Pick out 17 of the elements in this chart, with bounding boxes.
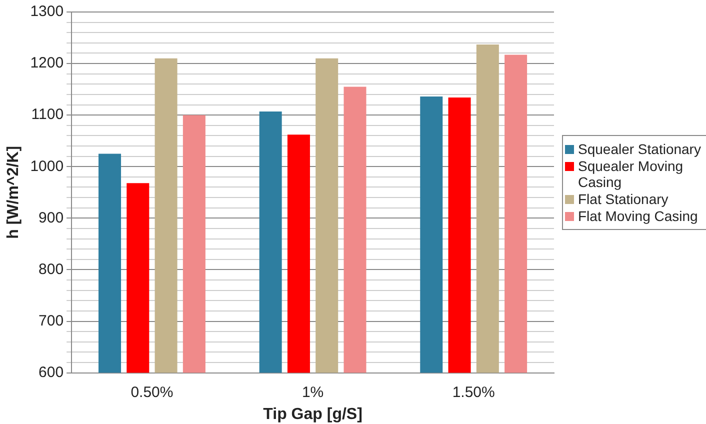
legend-label: Squealer Moving Casing (578, 158, 684, 190)
legend-label: Flat Stationary (578, 191, 668, 207)
y-tick-label: 1300 (30, 3, 64, 20)
y-tick-label: 600 (38, 364, 64, 381)
y-tick-label: 900 (38, 209, 64, 226)
y-axis-title: h [W/m^2/K] (5, 146, 22, 239)
y-tick-label: 800 (38, 260, 64, 278)
legend-label: Squealer Stationary (578, 141, 701, 157)
x-tick-label: 0.50% (130, 384, 174, 401)
y-tick-label: 1200 (30, 54, 64, 72)
legend-label: Flat Moving Casing (578, 208, 698, 224)
x-axis-title: Tip Gap [g/S] (263, 406, 362, 423)
y-tick-label: 700 (38, 312, 64, 330)
y-tick-label: 1000 (30, 158, 64, 175)
y-tick-label: 1100 (31, 106, 64, 124)
x-tick-label: 1.50% (452, 384, 495, 401)
x-tick-label: 1% (302, 384, 324, 401)
